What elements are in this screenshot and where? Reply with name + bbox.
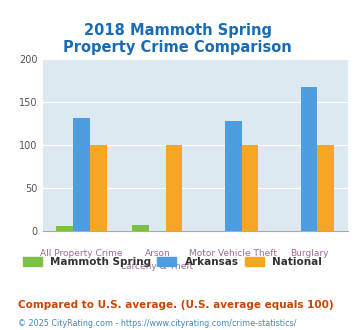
Legend: Mammoth Spring, Arkansas, National: Mammoth Spring, Arkansas, National [23, 257, 322, 267]
Bar [301, 87, 317, 231]
Text: All Property Crime: All Property Crime [40, 249, 123, 258]
Text: Arson: Arson [144, 249, 170, 258]
Text: Larceny & Theft: Larceny & Theft [121, 262, 193, 271]
Text: Burglary: Burglary [290, 249, 328, 258]
Bar [90, 145, 106, 231]
Text: © 2025 CityRating.com - https://www.cityrating.com/crime-statistics/: © 2025 CityRating.com - https://www.city… [18, 319, 296, 328]
Text: Compared to U.S. average. (U.S. average equals 100): Compared to U.S. average. (U.S. average … [18, 300, 333, 310]
Bar [166, 145, 182, 231]
Bar [225, 121, 241, 231]
Bar [56, 226, 73, 231]
Bar [73, 118, 90, 231]
Text: Motor Vehicle Theft: Motor Vehicle Theft [189, 249, 277, 258]
Bar [132, 225, 149, 231]
Text: 2018 Mammoth Spring
Property Crime Comparison: 2018 Mammoth Spring Property Crime Compa… [63, 23, 292, 55]
Bar [317, 145, 334, 231]
Bar [241, 145, 258, 231]
